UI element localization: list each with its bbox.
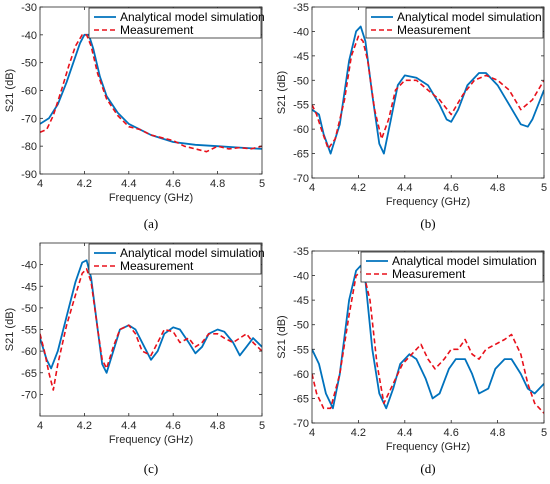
x-tick-label: 4.8 xyxy=(490,427,505,439)
panel-caption: (c) xyxy=(144,461,158,476)
y-tick-label: -65 xyxy=(21,368,37,380)
x-tick-label: 4.2 xyxy=(351,427,366,439)
x-tick-label: 5 xyxy=(541,427,547,439)
legend-label: Analytical model simulation xyxy=(392,254,537,268)
y-tick-label: -60 xyxy=(293,124,309,136)
panel-caption: (b) xyxy=(420,216,435,231)
legend-label: Analytical model simulation xyxy=(120,10,265,24)
y-tick-label: -50 xyxy=(293,75,309,87)
x-axis-label: Frequency (GHz) xyxy=(386,196,470,208)
y-tick-label: -80 xyxy=(21,141,37,153)
x-tick-label: 4.4 xyxy=(121,420,136,432)
series-line-model xyxy=(40,33,262,150)
x-tick-label: 4.8 xyxy=(210,178,225,190)
y-axis-label: S21 (dB) xyxy=(4,308,16,351)
y-tick-label: -50 xyxy=(21,58,37,70)
y-tick-label: -30 xyxy=(21,2,37,14)
x-tick-label: 4 xyxy=(309,427,315,439)
plot-frame xyxy=(311,6,545,179)
panel-caption: (d) xyxy=(420,461,435,476)
x-tick-label: 4.6 xyxy=(444,427,459,439)
legend-box xyxy=(88,243,262,275)
y-tick-label: -45 xyxy=(293,295,309,307)
x-tick-label: 4.4 xyxy=(397,427,412,439)
x-tick-label: 4.4 xyxy=(121,178,136,190)
y-tick-label: -35 xyxy=(293,2,309,14)
legend-label: Measurement xyxy=(120,259,194,273)
x-tick-label: 4.4 xyxy=(397,182,412,194)
y-tick-label: -70 xyxy=(21,113,37,125)
chart-panel-c: 4 4.2 4.4 4.6 4.8 5 -40 -45 -50 -55 -60 -65 -70 Frequ… xyxy=(4,242,265,476)
panel-caption: (a) xyxy=(144,216,158,231)
y-tick-label: -65 xyxy=(293,393,309,405)
y-tick-label: -90 xyxy=(21,169,37,181)
chart-panel-d: 4 4.2 4.4 4.6 4.8 5 -35 -40 -45 -50 -55 -60 -65 -70 Fr… xyxy=(276,246,547,476)
y-tick-label: -55 xyxy=(21,325,37,337)
x-axis-label: Frequency (GHz) xyxy=(386,441,470,453)
legend-box xyxy=(88,7,262,39)
plot-frame xyxy=(311,250,545,424)
x-tick-label: 5 xyxy=(541,182,547,194)
legend-label: Analytical model simulation xyxy=(397,10,542,24)
series-line-measurement xyxy=(40,268,262,391)
chart-panel-b: 4 4.2 4.4 4.6 4.8 5 -35 -40 -45 -50 -55 -60 -65 -70 Fr… xyxy=(276,2,547,231)
y-tick-label: -50 xyxy=(293,320,309,332)
x-tick-label: 5 xyxy=(259,420,265,432)
x-tick-label: 4.6 xyxy=(166,420,181,432)
y-tick-label: -65 xyxy=(293,149,309,161)
y-tick-label: -40 xyxy=(293,271,309,283)
y-tick-label: -45 xyxy=(21,281,37,293)
x-tick-label: 4.2 xyxy=(351,182,366,194)
x-tick-label: 4.8 xyxy=(210,420,225,432)
legend-label: Measurement xyxy=(397,23,471,37)
y-tick-label: -60 xyxy=(21,86,37,98)
y-tick-label: -55 xyxy=(293,344,309,356)
y-tick-label: -70 xyxy=(293,418,309,430)
y-tick-label: -40 xyxy=(21,30,37,42)
series-line-model xyxy=(312,264,544,410)
y-axis-label: S21 (dB) xyxy=(276,71,288,114)
y-tick-label: -70 xyxy=(21,389,37,401)
y-tick-label: -55 xyxy=(293,100,309,112)
x-axis-label: Frequency (GHz) xyxy=(109,192,193,204)
x-tick-label: 5 xyxy=(259,178,265,190)
legend-label: Analytical model simulation xyxy=(120,246,265,260)
chart-panel-a: 4 4.2 4.4 4.6 4.8 5 -30 -40 -50 -60 -70 -80 -90 Frequ… xyxy=(4,2,265,231)
x-tick-label: 4.2 xyxy=(77,420,92,432)
x-tick-label: 4.6 xyxy=(444,182,459,194)
series-line-model xyxy=(312,25,544,155)
y-tick-label: -60 xyxy=(293,369,309,381)
x-tick-label: 4 xyxy=(37,178,43,190)
y-tick-label: -40 xyxy=(293,26,309,38)
x-tick-label: 4.2 xyxy=(77,178,92,190)
x-tick-label: 4 xyxy=(309,182,315,194)
legend-box xyxy=(360,251,544,283)
y-tick-label: -60 xyxy=(21,346,37,358)
legend-label: Measurement xyxy=(120,23,194,37)
y-tick-label: -50 xyxy=(21,303,37,315)
y-tick-label: -35 xyxy=(293,246,309,258)
series-line-measurement xyxy=(312,35,544,150)
y-tick-label: -40 xyxy=(21,260,37,272)
y-axis-label: S21 (dB) xyxy=(276,315,288,358)
x-axis-label: Frequency (GHz) xyxy=(109,434,193,446)
x-tick-label: 4 xyxy=(37,420,43,432)
series-line-measurement xyxy=(40,33,262,153)
legend-box xyxy=(365,7,544,39)
series-line-model xyxy=(40,259,262,374)
y-tick-label: -70 xyxy=(293,173,309,185)
x-tick-label: 4.8 xyxy=(490,182,505,194)
series-line-measurement xyxy=(312,269,544,414)
x-tick-label: 4.6 xyxy=(166,178,181,190)
legend-label: Measurement xyxy=(392,267,466,281)
y-axis-label: S21 (dB) xyxy=(4,69,16,112)
y-tick-label: -45 xyxy=(293,51,309,63)
